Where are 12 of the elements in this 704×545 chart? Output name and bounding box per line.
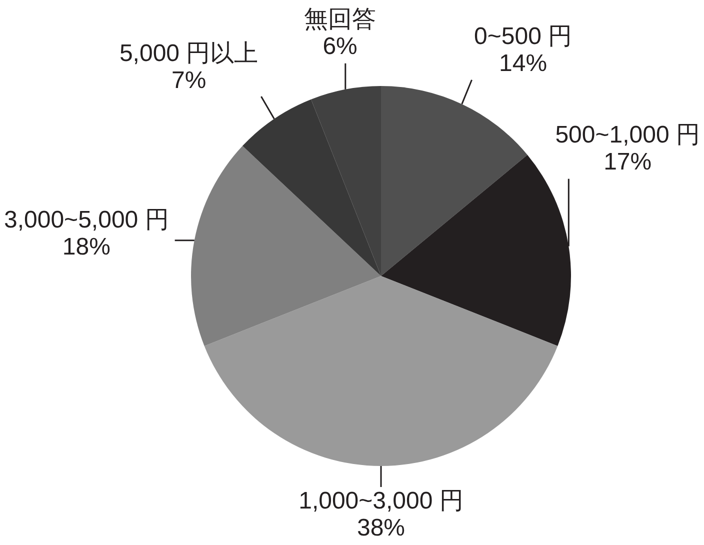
data-label: 17% [604, 148, 652, 176]
slice-label: 0~500 円 [474, 22, 572, 50]
slice-label: 500~1,000 円 [555, 122, 700, 148]
slice-label: 無回答 [304, 6, 376, 34]
slice-label: 5,000 円以上 [119, 40, 258, 67]
slice-label: 1,000~3,000 円 [298, 488, 464, 515]
data-label: 6% [322, 33, 358, 60]
data-label: 38% [356, 514, 406, 542]
slice-label: 3,000~5,000 円 [4, 206, 169, 234]
data-label: 7% [171, 66, 206, 94]
data-label: 14% [499, 50, 548, 77]
data-label: 18% [62, 234, 110, 261]
